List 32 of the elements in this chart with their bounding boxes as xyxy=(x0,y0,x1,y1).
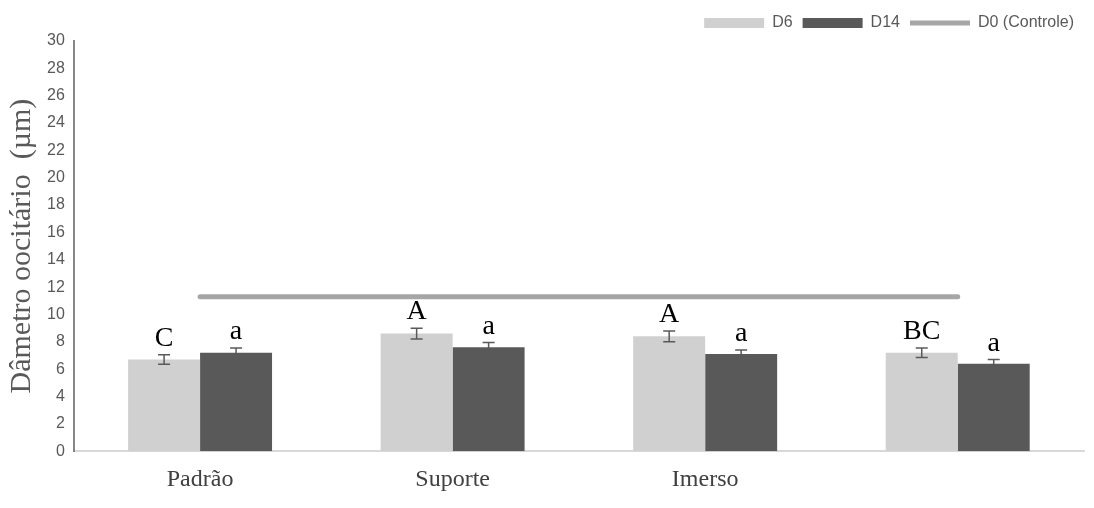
data-label: BC xyxy=(903,314,941,346)
x-tick-label: Imerso xyxy=(671,464,739,491)
y-tick-label: 22 xyxy=(47,140,65,158)
y-tick-label: 28 xyxy=(47,58,65,76)
data-label: a xyxy=(229,314,243,346)
data-label: C xyxy=(154,321,174,353)
data-label: a xyxy=(734,316,748,348)
y-tick-label: 18 xyxy=(47,195,65,213)
y-tick-label: 8 xyxy=(55,332,65,350)
y-tick-label: 0 xyxy=(55,441,65,459)
y-tick-label: 4 xyxy=(55,386,65,404)
y-tick-label: 2 xyxy=(55,414,65,432)
y-tick-label: 30 xyxy=(47,31,65,49)
y-tick-label: 12 xyxy=(47,277,65,295)
y-tick-label: 6 xyxy=(55,359,65,377)
bar xyxy=(957,363,1030,452)
data-label: A xyxy=(659,297,681,329)
x-tick-label: Suporte xyxy=(415,464,490,491)
y-tick-label: 26 xyxy=(47,86,65,104)
y-tick-label: 14 xyxy=(47,250,65,268)
x-tick-label: Padrão xyxy=(166,464,234,491)
y-tick-label: 10 xyxy=(47,304,65,322)
y-axis-title: Dâmetro oocitário (µm) xyxy=(2,98,37,394)
legend-label: D6 xyxy=(772,13,793,31)
y-tick-label: 20 xyxy=(47,168,65,186)
legend-label: D0 (Controle) xyxy=(977,13,1074,31)
y-tick-label: 24 xyxy=(47,113,65,131)
data-label: a xyxy=(987,325,1001,357)
y-tick-label: 16 xyxy=(47,222,65,240)
legend-label: D14 xyxy=(870,13,901,31)
data-label: a xyxy=(482,308,496,340)
data-label: A xyxy=(406,294,428,326)
